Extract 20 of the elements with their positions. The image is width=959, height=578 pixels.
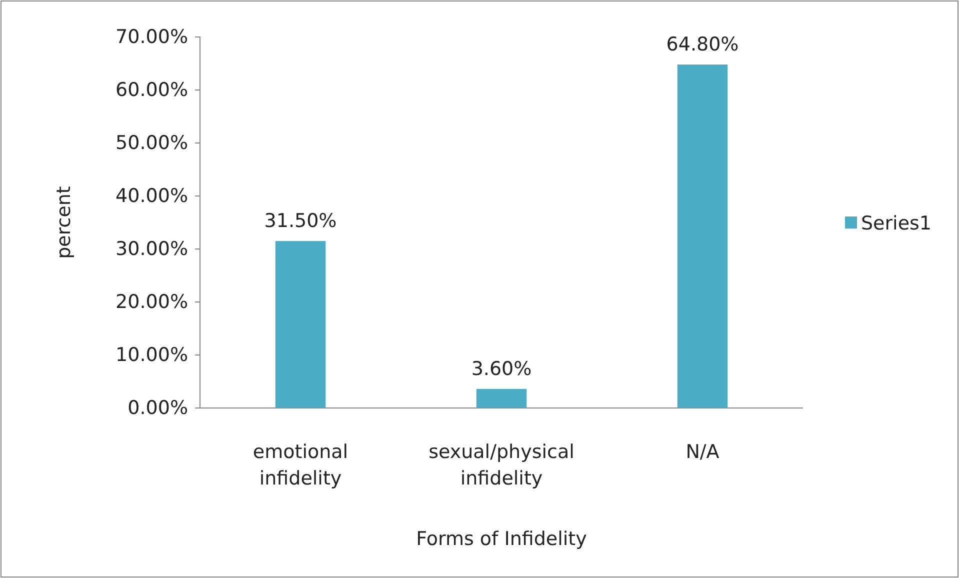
x-axis-title: Forms of Infidelity	[416, 528, 587, 550]
bar	[476, 388, 527, 408]
y-axis-title: percent	[53, 186, 75, 259]
y-tick-label: 70.00%	[116, 26, 188, 48]
y-tick-label: 0.00%	[128, 397, 188, 420]
y-tick-label: 20.00%	[116, 291, 188, 314]
bar	[677, 64, 728, 408]
y-tick-label: 50.00%	[116, 132, 188, 154]
x-tick-label: emotional infidelity	[252, 441, 348, 490]
bar	[275, 241, 326, 408]
data-label: 31.50%	[264, 210, 337, 232]
x-tick-label: N/A	[686, 441, 720, 463]
x-tick-label: sexual/physical infidelity	[428, 441, 574, 490]
data-label: 64.80%	[666, 34, 739, 56]
y-tick-label: 30.00%	[116, 238, 188, 260]
y-tick-label: 40.00%	[116, 185, 188, 208]
y-tick-label: 10.00%	[116, 344, 188, 366]
y-tick-label: 60.00%	[116, 79, 188, 102]
data-label: 3.60%	[471, 358, 532, 380]
legend-label: Series1	[861, 212, 932, 234]
